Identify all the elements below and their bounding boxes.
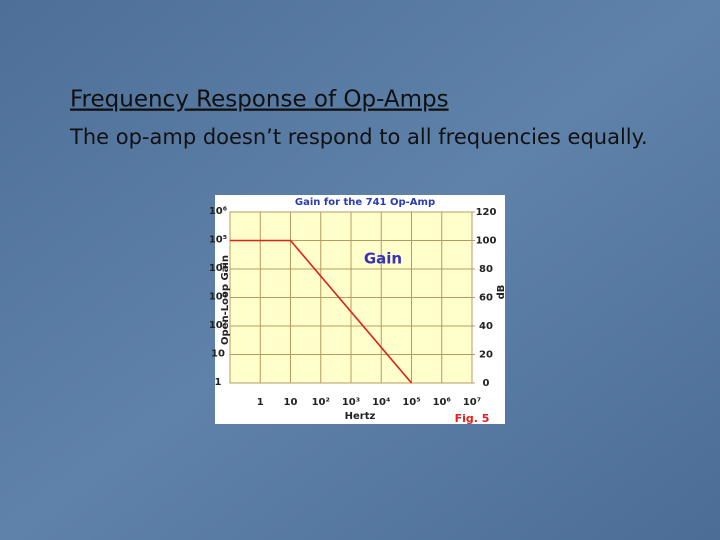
x-tick-label: 10⁴ [372,397,390,408]
x-tick-label: 10³ [342,397,360,408]
y-tick-label: 10 [211,349,225,360]
x-tick-label: 10⁶ [433,397,451,408]
slide-title: Frequency Response of Op-Amps [70,87,449,113]
y-tick-label: 10⁵ [209,235,227,246]
figure-label: Fig. 5 [455,412,490,425]
y2-tick-label: 80 [479,264,493,275]
y2-axis-label: dB [496,285,507,300]
y-tick-label: 1 [215,377,222,388]
y2-tick-label: 100 [476,236,497,247]
x-tick-label: 1 [257,397,264,408]
y-axis-label: Open-Loop Gain [220,255,231,345]
gain-line [230,239,413,384]
y-tick-label: 10⁴ [209,263,227,274]
y2-tick-label: 40 [479,321,493,332]
y2-tick-label: 120 [476,207,497,218]
x-tick-label: 10² [312,397,330,408]
chart-title: Gain for the 741 Op-Amp [295,197,435,208]
y-tick-label: 10⁶ [209,206,227,217]
y-tick-label: 10² [209,320,227,331]
slide-body: The op-amp doesn’t respond to all freque… [69,125,648,149]
x-tick-label: 10⁵ [402,397,420,408]
x-tick-label: 10⁷ [463,397,481,408]
x-tick-label: 10 [284,397,298,408]
x-axis-label: Hertz [345,411,376,422]
y2-tick-label: 0 [483,378,490,389]
y-tick-label: 10³ [209,292,227,303]
y2-tick-label: 20 [479,350,493,361]
annotation: Gain [364,250,402,268]
y2-tick-label: 60 [479,293,493,304]
